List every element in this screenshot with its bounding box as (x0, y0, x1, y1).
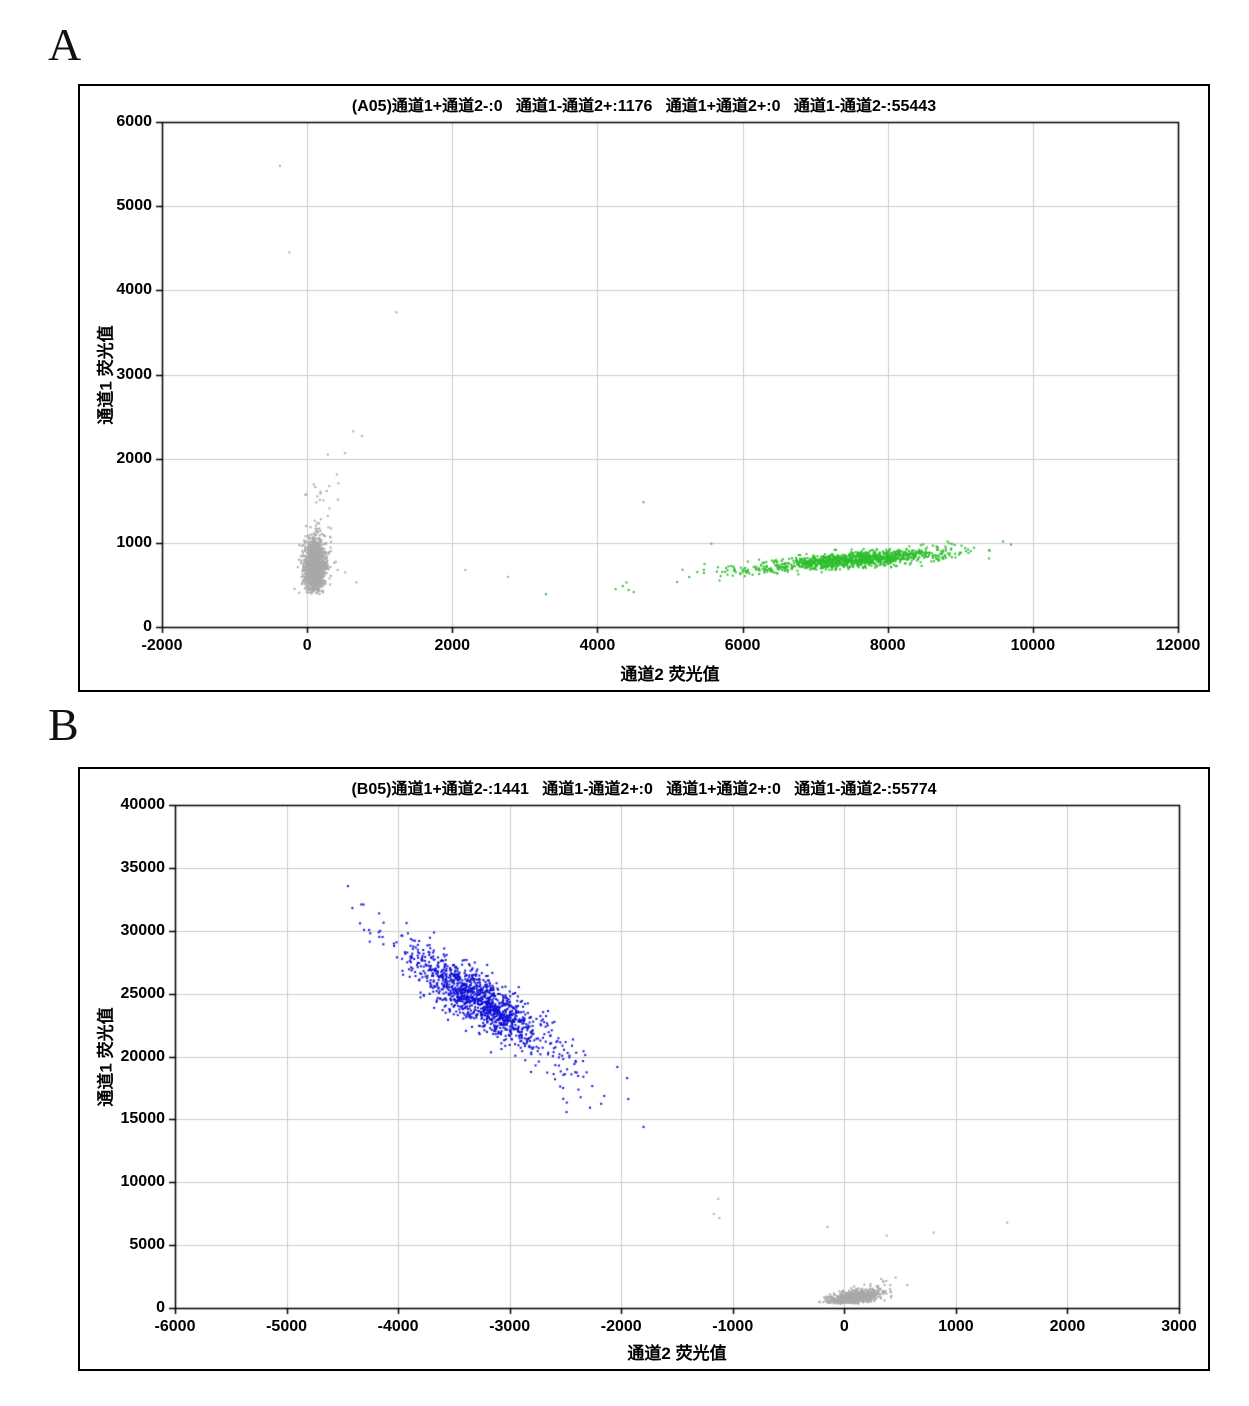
scatter-panel-a: (A05)通道1+通道2-:0 通道1-通道2+:1176 通道1+通道2+:0… (78, 84, 1210, 692)
x-tick-label: -3000 (489, 1318, 531, 1335)
y-tick-label: 40000 (120, 796, 166, 813)
scatter-canvas-b (80, 769, 1208, 1365)
x-tick-label: 2000 (1049, 1318, 1086, 1335)
figure-label-a: A (48, 19, 82, 70)
chart-title-b: (B05)通道1+通道2-:1441 通道1-通道2+:0 通道1+通道2+:0… (351, 781, 937, 798)
x-tick-label: -5000 (266, 1318, 308, 1335)
y-tick-label: 1000 (116, 533, 152, 551)
x-tick-label: 0 (302, 637, 312, 654)
y-tick-label: 30000 (120, 921, 166, 939)
y-tick-label: 10000 (120, 1173, 166, 1191)
x-tick-label: 10000 (1010, 637, 1056, 654)
x-tick-label: -4000 (377, 1318, 419, 1335)
y-tick-label: 4000 (116, 281, 152, 299)
scatter-panel-b: (B05)通道1+通道2-:1441 通道1-通道2+:0 通道1+通道2+:0… (78, 767, 1210, 1371)
y-tick-label: 0 (143, 618, 152, 635)
y-tick-label: 20000 (120, 1047, 166, 1065)
y-axis-label-a: 通道1 荧光值 (96, 324, 116, 425)
y-tick-label: 2000 (116, 449, 152, 467)
y-axis-label-b: 通道1 荧光值 (96, 1006, 116, 1107)
y-tick-label: 15000 (120, 1110, 166, 1128)
x-tick-label: 12000 (1155, 637, 1201, 654)
x-tick-label: -2000 (600, 1318, 642, 1335)
x-tick-label: 3000 (1161, 1318, 1197, 1335)
x-axis-label-a: 通道2 荧光值 (620, 665, 720, 684)
chart-title-a: (A05)通道1+通道2-:0 通道1-通道2+:1176 通道1+通道2+:0… (351, 98, 937, 115)
x-tick-label: 6000 (724, 637, 761, 654)
y-tick-label: 25000 (120, 984, 166, 1002)
y-tick-label: 6000 (116, 113, 152, 130)
x-tick-label: -2000 (141, 637, 183, 654)
figure-label-b: B (48, 699, 79, 750)
x-axis-label-b: 通道2 荧光值 (627, 1344, 727, 1363)
x-tick-label: 1000 (938, 1318, 974, 1335)
x-tick-label: -1000 (712, 1318, 754, 1335)
x-tick-label: 0 (839, 1318, 849, 1335)
x-tick-label: 2000 (434, 637, 471, 654)
y-tick-label: 5000 (129, 1236, 165, 1254)
y-tick-label: 0 (156, 1299, 165, 1316)
x-tick-label: 4000 (579, 637, 616, 654)
y-tick-label: 5000 (116, 197, 152, 215)
scatter-canvas-a (80, 86, 1208, 686)
y-tick-label: 35000 (120, 858, 166, 876)
y-tick-label: 3000 (116, 365, 152, 383)
x-tick-label: -6000 (154, 1318, 196, 1335)
x-tick-label: 8000 (869, 637, 906, 654)
